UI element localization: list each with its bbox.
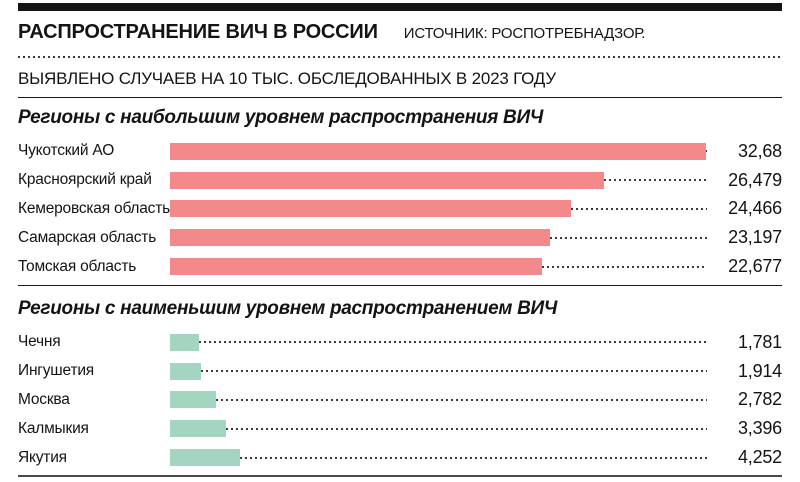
dot-leader bbox=[604, 179, 707, 182]
bar-row-label: Кемеровская область bbox=[18, 199, 170, 217]
bar bbox=[170, 171, 604, 189]
bar-track bbox=[170, 362, 707, 380]
bar-row: Чукотский АО 32,68 bbox=[18, 137, 782, 166]
bar-row-label: Якутия bbox=[18, 448, 67, 466]
bar-track bbox=[170, 142, 707, 160]
dot-leader bbox=[226, 427, 707, 430]
bar-row-value: 3,396 bbox=[737, 418, 782, 439]
chart-subtitle: ВЫЯВЛЕНО СЛУЧАЕВ НА 10 ТЫС. ОБСЛЕДОВАННЫ… bbox=[18, 69, 556, 88]
bar-row-value: 32,68 bbox=[737, 140, 782, 161]
bar-row-label: Чечня bbox=[18, 333, 61, 351]
bar-row-label: Самарская область bbox=[18, 228, 157, 246]
bar-row: Калмыкия 3,396 bbox=[18, 414, 782, 443]
section-lowest-regions: Регионы с наименьшим уровнем распростран… bbox=[18, 298, 782, 472]
dot-leader bbox=[571, 207, 707, 210]
dot-leader bbox=[201, 370, 707, 373]
bar-row-value: 22,677 bbox=[728, 256, 782, 277]
bottom-divider bbox=[18, 474, 782, 477]
header: РАСПРОСТРАНЕНИЕ ВИЧ В РОССИИ ИСТОЧНИК: Р… bbox=[18, 21, 782, 48]
bar bbox=[170, 420, 226, 438]
dot-leader bbox=[216, 398, 707, 401]
bar-row: Чечня 1,781 bbox=[18, 328, 782, 357]
bar bbox=[170, 258, 542, 276]
bar-track bbox=[170, 391, 707, 409]
section-divider bbox=[18, 284, 782, 286]
source-label: ИСТОЧНИК: РОСПОТРЕБНАДЗОР. bbox=[403, 25, 646, 42]
bar-track bbox=[170, 229, 707, 247]
bar-row-value: 23,197 bbox=[728, 227, 782, 248]
bar-row-label: Калмыкия bbox=[18, 419, 89, 437]
bar bbox=[170, 362, 201, 380]
bar-track bbox=[170, 200, 707, 218]
bar bbox=[170, 142, 706, 160]
bar-track bbox=[170, 420, 707, 438]
dot-leader bbox=[199, 341, 707, 344]
bar-row-value: 4,252 bbox=[737, 447, 782, 468]
dot-leader bbox=[240, 456, 707, 459]
bar bbox=[170, 449, 240, 467]
bar-row-label: Москва bbox=[18, 390, 70, 408]
bar-row: Томская область 22,677 bbox=[18, 252, 782, 281]
bar-row: Москва 2,782 bbox=[18, 386, 782, 415]
bar-row-value: 24,466 bbox=[728, 198, 782, 219]
dot-leader bbox=[542, 265, 707, 268]
bar-row: Кемеровская область 24,466 bbox=[18, 195, 782, 224]
section-lowest-rows: Чечня 1,781 Ингушетия 1,914 Москва 2,782 Калмы… bbox=[18, 328, 782, 472]
bar-track bbox=[170, 449, 707, 467]
dot-leader bbox=[550, 236, 707, 239]
bar-row: Ингушетия 1,914 bbox=[18, 357, 782, 386]
section-highest-regions: Регионы с наибольшим уровнем распростран… bbox=[18, 107, 782, 281]
subtitle-divider bbox=[18, 97, 782, 98]
section-highest-title: Регионы с наибольшим уровнем распростран… bbox=[18, 107, 543, 128]
page-title: РАСПРОСТРАНЕНИЕ ВИЧ В РОССИИ bbox=[18, 21, 378, 43]
bar-row-label: Красноярский край bbox=[18, 171, 152, 189]
bar-row-label: Ингушетия bbox=[18, 362, 94, 380]
bar-row-label: Томская область bbox=[18, 257, 137, 275]
bar-row: Самарская область 23,197 bbox=[18, 223, 782, 252]
bar-row-value: 2,782 bbox=[737, 389, 782, 410]
bar-track bbox=[170, 258, 707, 276]
bar-row-value: 1,781 bbox=[737, 331, 782, 352]
bar-track bbox=[170, 333, 707, 351]
section-lowest-title: Регионы с наименьшим уровнем распростран… bbox=[18, 297, 558, 319]
bar-row: Якутия 4,252 bbox=[18, 443, 782, 472]
dot-leader bbox=[706, 150, 707, 153]
bar-track bbox=[170, 171, 707, 189]
bar bbox=[170, 200, 571, 218]
bar-row-value: 1,914 bbox=[737, 360, 782, 381]
bar-row-value: 26,479 bbox=[728, 169, 782, 190]
bar bbox=[170, 391, 216, 409]
section-highest-rows: Чукотский АО 32,68 Красноярский край 26,479… bbox=[18, 137, 782, 281]
bar bbox=[170, 333, 199, 351]
header-dotted-divider bbox=[18, 56, 782, 58]
bar-row: Красноярский край 26,479 bbox=[18, 166, 782, 195]
bar bbox=[170, 229, 550, 247]
top-accent-bar bbox=[18, 3, 782, 11]
bar-row-label: Чукотский АО bbox=[18, 142, 115, 160]
